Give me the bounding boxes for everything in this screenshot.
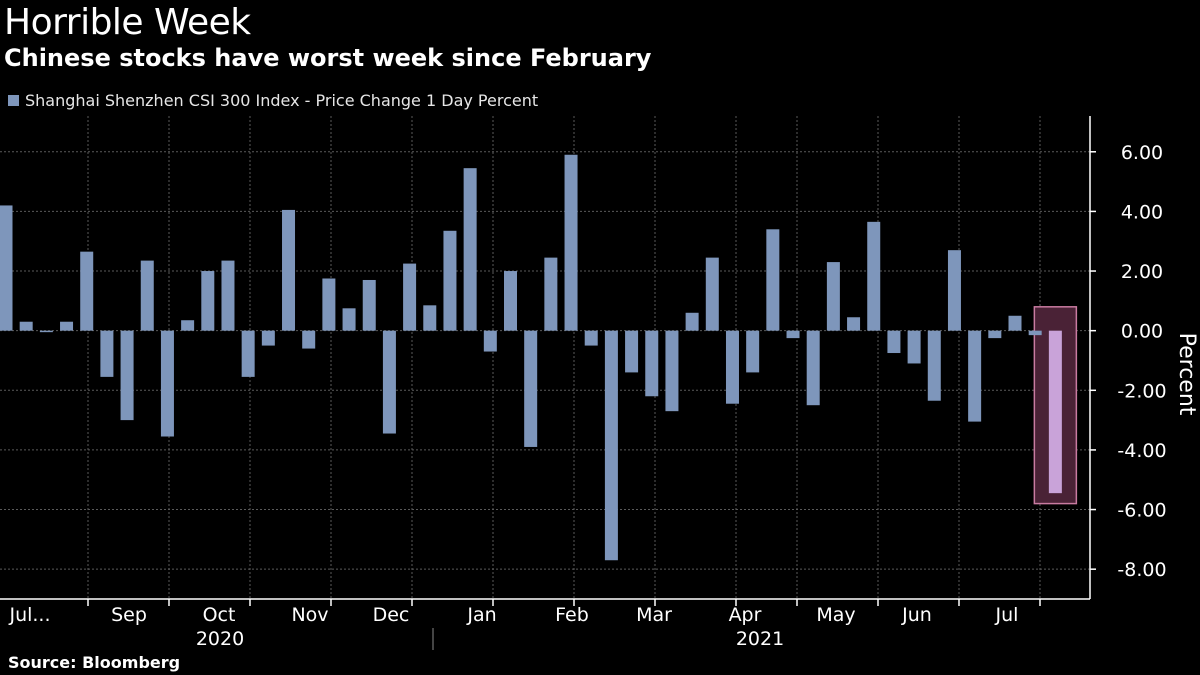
bar xyxy=(403,263,417,331)
bar xyxy=(1028,330,1042,336)
bar xyxy=(947,250,961,331)
bar xyxy=(342,308,356,331)
bar xyxy=(302,330,316,349)
bar xyxy=(160,330,174,437)
bar xyxy=(524,330,538,447)
bar xyxy=(241,330,255,377)
chart-subtitle: Chinese stocks have worst week since Feb… xyxy=(4,44,652,72)
bar xyxy=(282,209,296,331)
y-tick-label: -4.00 xyxy=(1117,440,1166,462)
bar xyxy=(100,330,114,377)
bar xyxy=(463,168,477,331)
bar xyxy=(504,271,517,331)
bar xyxy=(826,262,840,331)
bar xyxy=(907,330,921,364)
y-tick-label: 6.00 xyxy=(1121,142,1163,164)
bar xyxy=(564,154,578,331)
bar xyxy=(181,320,195,331)
bar xyxy=(847,317,861,331)
x-month-label: Nov xyxy=(291,604,328,626)
bar xyxy=(806,330,820,406)
bar xyxy=(746,330,760,373)
x-month-label: Dec xyxy=(373,604,410,626)
bar xyxy=(362,279,376,331)
bar xyxy=(604,330,618,561)
legend-swatch xyxy=(8,95,19,106)
bar xyxy=(867,221,881,331)
bar xyxy=(887,330,901,354)
bar xyxy=(625,330,639,373)
x-year-label: 2020 xyxy=(196,628,244,650)
source-note: Source: Bloomberg xyxy=(8,653,181,672)
bar xyxy=(201,271,215,331)
bar xyxy=(80,251,94,331)
x-month-label: Sep xyxy=(111,604,147,626)
bar xyxy=(988,330,1002,339)
chart-title: Horrible Week xyxy=(4,2,251,43)
bar xyxy=(483,330,497,352)
x-month-label: May xyxy=(816,604,855,626)
y-tick-label: -8.00 xyxy=(1117,559,1166,581)
bar xyxy=(423,305,437,331)
bar xyxy=(120,330,134,421)
y-tick-label: 4.00 xyxy=(1121,201,1163,223)
x-month-label: Jul... xyxy=(8,604,50,626)
bar xyxy=(725,330,739,404)
y-axis-title: Percent xyxy=(1174,333,1199,416)
bar xyxy=(645,330,659,397)
bar xyxy=(443,230,457,331)
bar xyxy=(322,278,336,331)
bar xyxy=(786,330,800,339)
bar xyxy=(584,330,598,346)
bar xyxy=(927,330,941,401)
x-month-label: Oct xyxy=(203,604,236,626)
bar xyxy=(685,312,699,331)
legend: Shanghai Shenzhen CSI 300 Index - Price … xyxy=(8,91,538,110)
x-month-label: Apr xyxy=(729,604,762,626)
y-tick-label: -2.00 xyxy=(1117,380,1166,402)
bar xyxy=(665,330,679,412)
bar xyxy=(0,205,13,331)
bar xyxy=(261,330,275,346)
bar xyxy=(60,321,74,331)
bar xyxy=(382,330,396,434)
bar xyxy=(544,257,558,331)
bar xyxy=(140,260,154,331)
x-month-label: Jun xyxy=(901,604,932,626)
x-month-label: Mar xyxy=(636,604,672,626)
legend-label: Shanghai Shenzhen CSI 300 Index - Price … xyxy=(25,91,539,110)
bar xyxy=(968,330,982,422)
x-month-label: Jan xyxy=(466,604,496,626)
bar xyxy=(1008,315,1022,331)
bar-highlighted xyxy=(1048,330,1062,494)
bar xyxy=(19,321,33,331)
y-tick-label: 2.00 xyxy=(1121,261,1163,283)
bar xyxy=(39,330,53,333)
y-tick-label: -6.00 xyxy=(1117,500,1166,522)
bar xyxy=(705,257,719,331)
x-year-label: 2021 xyxy=(736,628,784,650)
x-month-label: Jul xyxy=(995,604,1019,626)
bar xyxy=(221,260,235,331)
x-month-label: Feb xyxy=(555,604,589,626)
bar xyxy=(766,229,780,331)
y-tick-label: 0.00 xyxy=(1121,321,1163,343)
